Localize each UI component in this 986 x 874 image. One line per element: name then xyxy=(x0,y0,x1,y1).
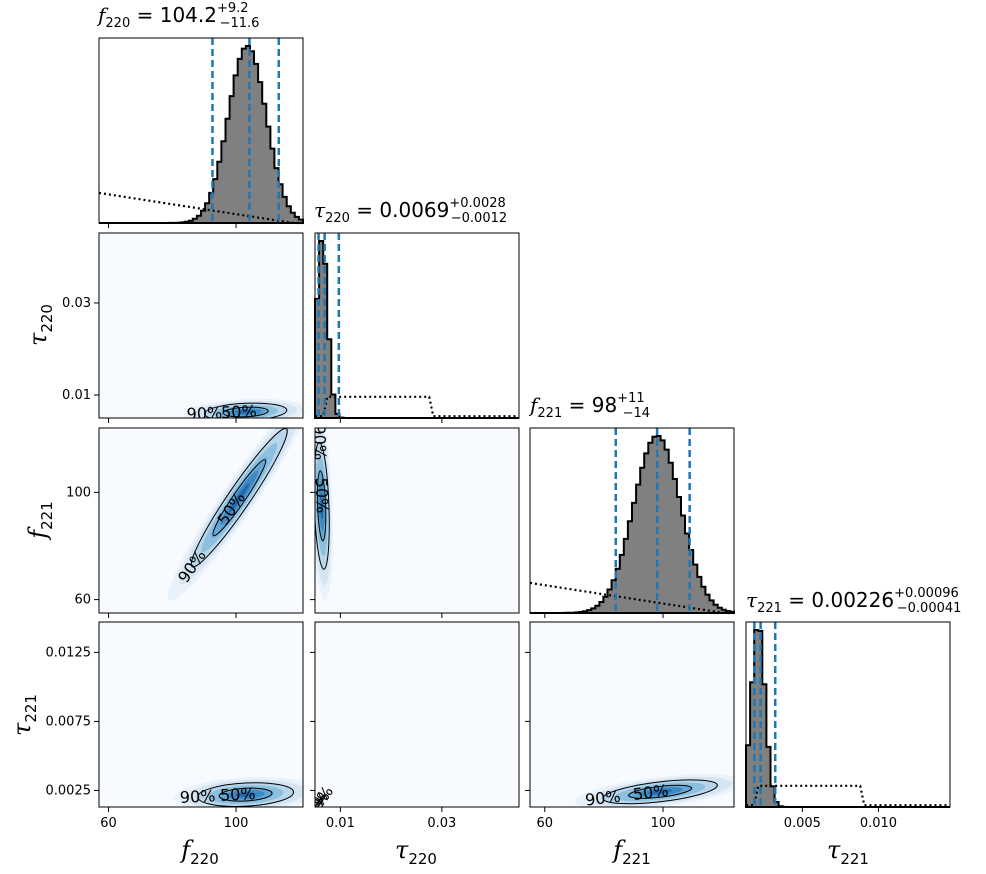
panel-frame-f221-tau221 xyxy=(529,621,735,808)
joint-panel-tau220-f221: 90%50% xyxy=(310,424,519,613)
density-bg-tau220-tau221 xyxy=(315,622,519,807)
histogram-f221 xyxy=(530,435,735,614)
contour-label-50: 50% xyxy=(221,402,257,423)
prior-tau220 xyxy=(315,395,519,418)
ylabel-f221: f221 xyxy=(24,501,56,541)
histogram-f220 xyxy=(99,45,304,224)
ytick-label-tau220: 0.01 xyxy=(62,388,91,403)
panel-frame-f220-f221 xyxy=(98,427,304,614)
density-level-6 xyxy=(229,483,250,513)
contour-50-tau220-tau221 xyxy=(317,797,324,806)
joint-panel-f221-tau221: 90% 50% xyxy=(530,622,734,810)
contour-90-f221-tau221 xyxy=(602,779,718,805)
contour-90-f220-tau220 xyxy=(203,402,288,418)
density-f221-tau221: 90% 50% xyxy=(574,774,734,810)
prior-tau221 xyxy=(746,784,950,807)
xtick-label-tau220: 0.03 xyxy=(427,816,456,831)
contour-50-f220-tau221 xyxy=(218,787,273,802)
density-f220-tau221: 90% 50% xyxy=(174,776,303,807)
ytick-label-f221: 100 xyxy=(66,485,91,500)
panel-frame-tau220-f221 xyxy=(314,427,520,614)
contour-50-f220-f221 xyxy=(212,459,267,537)
xtick-label-f221: 100 xyxy=(651,816,676,831)
ytick-label-tau220: 0.03 xyxy=(62,296,91,311)
xtick-label-f221: 60 xyxy=(537,816,554,831)
ytick-label-tau221: 0.0075 xyxy=(46,714,92,729)
contour-50-tau220-f221 xyxy=(316,470,327,542)
density-level-6 xyxy=(237,410,255,414)
contour-label-90: 90% xyxy=(179,786,216,807)
panel-frame-f220-tau221 xyxy=(98,621,304,808)
contour-label-50: 50% xyxy=(632,781,670,804)
ytick-label-f221: 60 xyxy=(74,593,91,608)
panel-frame-tau220-tau220 xyxy=(314,232,520,419)
density-bg-tau220-f221 xyxy=(315,428,519,613)
panel-frame-tau221-tau221 xyxy=(745,621,951,808)
title-f221: f221 = 98+11 −14 xyxy=(528,391,650,421)
joint-panel-f220-tau220: 90%50% xyxy=(99,233,303,424)
contour-90-f220-tau221 xyxy=(197,782,295,807)
xtick-label-tau221: 0.010 xyxy=(860,816,897,831)
title-tau220: τ220 = 0.0069+0.0028 −0.0012 xyxy=(314,196,507,226)
joint-panel-f220-tau221: 90% 50% xyxy=(99,622,303,807)
density-bg-f220-tau221 xyxy=(99,622,303,807)
contour-90-tau220-tau221 xyxy=(315,795,325,807)
xlabel-f220: f220 xyxy=(179,836,219,868)
contour-50-f221-tau221 xyxy=(628,784,692,799)
xtick-label-tau220: 0.01 xyxy=(326,816,355,831)
title-f220: f220 = 104.2+9.2 −11.6 xyxy=(96,1,259,31)
histogram-tau220 xyxy=(314,240,519,419)
panel-frame-tau220-tau221 xyxy=(314,621,520,808)
panel-frame-f220-f220 xyxy=(98,37,304,224)
panel-frame-f220-tau220 xyxy=(98,232,304,419)
ylabel-tau220: τ220 xyxy=(24,304,56,346)
contour-90-tau220-f221 xyxy=(315,441,330,570)
contour-label-90: 90% xyxy=(584,787,622,810)
xtick-label-f220: 60 xyxy=(100,816,117,831)
xlabel-f221: f221 xyxy=(611,836,651,868)
ytick-label-tau221: 0.0025 xyxy=(46,783,92,798)
xlabel-tau220: τ220 xyxy=(395,836,437,868)
joint-panel-f220-f221: 90%50% xyxy=(99,428,303,613)
contour-50-f220-tau220 xyxy=(222,406,269,418)
title-tau221: τ221 = 0.00226+0.00096 −0.00041 xyxy=(746,586,961,616)
xlabel-tau221: τ221 xyxy=(827,836,869,868)
ytick-label-tau221: 0.0125 xyxy=(46,645,92,660)
density-level-6 xyxy=(319,800,322,803)
density-f220-tau220: 90%50% xyxy=(184,398,303,424)
density-level-6 xyxy=(648,789,673,795)
joint-panel-tau220-tau221: 90%50% xyxy=(315,622,519,807)
corner-panels: 90%50%90%50%90%50%90% 50% 90%50% 90% 50%0.01… xyxy=(46,37,951,831)
contour-label-90: 90% xyxy=(186,403,222,424)
contour-label-50: 50% xyxy=(220,784,257,805)
density-level-6 xyxy=(235,792,256,798)
contour-label-50: 50% xyxy=(312,477,332,513)
contour-90-f220-f221 xyxy=(190,428,288,568)
density-level-6 xyxy=(320,492,324,520)
density-bg-f220-tau220 xyxy=(99,233,303,418)
xtick-label-f220: 100 xyxy=(224,816,249,831)
density-tau220-f221: 90%50% xyxy=(310,424,333,601)
xtick-label-tau221: 0.005 xyxy=(784,816,821,831)
ylabel-tau221: τ221 xyxy=(8,694,40,736)
histogram-tau221 xyxy=(745,629,950,808)
panel-frame-f221-f221 xyxy=(529,427,735,614)
contour-label-90: 90% xyxy=(310,424,330,460)
